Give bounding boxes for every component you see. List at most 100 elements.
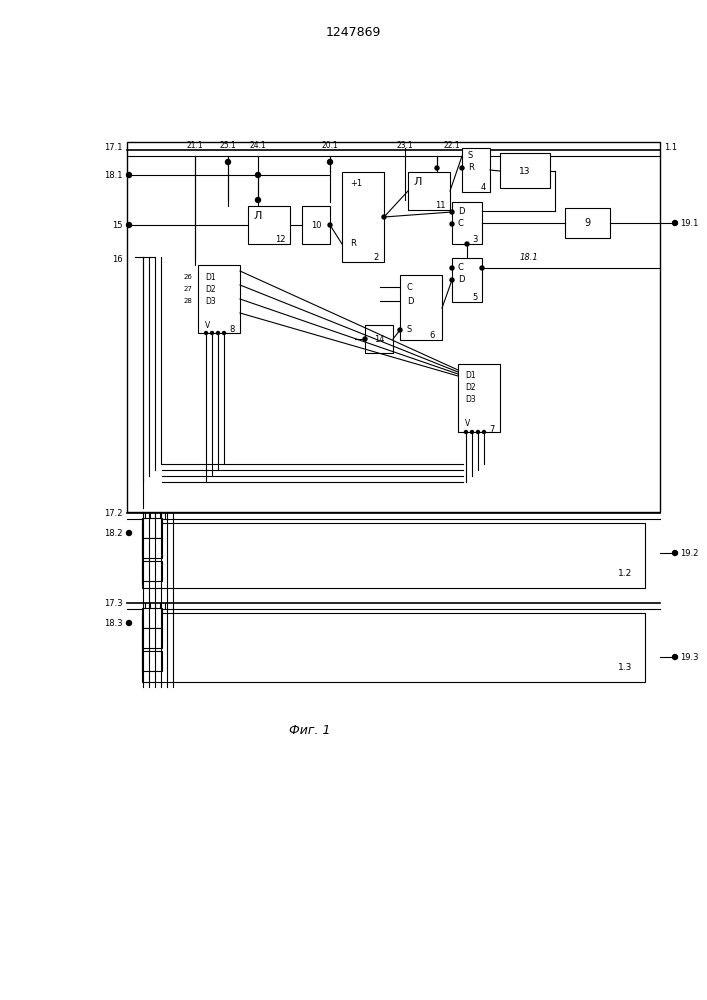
Circle shape (211, 332, 214, 334)
Text: R: R (350, 239, 356, 248)
Text: 9: 9 (584, 218, 590, 228)
Bar (452, 258, 482, 302)
Circle shape (672, 550, 677, 556)
Bar (142, 561, 162, 581)
Text: 18.1: 18.1 (105, 170, 123, 180)
Circle shape (480, 266, 484, 270)
Bar (142, 538, 162, 558)
Bar (198, 265, 240, 333)
Circle shape (450, 278, 454, 282)
Circle shape (465, 242, 469, 246)
Text: 19.1: 19.1 (680, 219, 699, 228)
Text: 8: 8 (229, 326, 235, 334)
Circle shape (216, 332, 219, 334)
Circle shape (223, 332, 226, 334)
Circle shape (328, 223, 332, 227)
Circle shape (450, 266, 454, 270)
Text: 22.1: 22.1 (444, 140, 460, 149)
Text: 6: 6 (429, 332, 435, 340)
Text: V: V (465, 420, 470, 428)
Text: D2: D2 (205, 284, 216, 294)
Text: 17.1: 17.1 (105, 143, 123, 152)
Circle shape (398, 328, 402, 332)
Text: 20.1: 20.1 (322, 140, 339, 149)
Bar (462, 148, 490, 192)
Text: 7: 7 (489, 424, 495, 434)
Text: 26: 26 (183, 274, 192, 280)
Circle shape (464, 430, 467, 434)
Text: +1: +1 (350, 180, 362, 188)
Bar (142, 651, 162, 671)
Text: 18.1: 18.1 (520, 253, 539, 262)
Text: D2: D2 (465, 383, 476, 392)
Text: 12: 12 (275, 235, 285, 244)
Text: 14: 14 (374, 334, 384, 344)
Text: Л: Л (254, 211, 262, 221)
Circle shape (127, 620, 132, 626)
Text: 19.3: 19.3 (680, 652, 699, 662)
Text: 11: 11 (435, 202, 445, 211)
Text: 17.2: 17.2 (105, 508, 123, 518)
Text: 5: 5 (472, 294, 478, 302)
Text: 10: 10 (311, 221, 321, 230)
Bar (365, 325, 393, 353)
Bar (248, 206, 290, 244)
Text: 21.1: 21.1 (187, 140, 204, 149)
Text: D: D (407, 296, 414, 306)
Circle shape (672, 221, 677, 226)
Text: D1: D1 (205, 272, 216, 282)
Text: D1: D1 (465, 371, 476, 380)
Bar (142, 608, 162, 628)
Circle shape (470, 430, 474, 434)
Text: D: D (458, 275, 464, 284)
Bar (565, 208, 610, 238)
Circle shape (127, 223, 132, 228)
Bar (458, 364, 500, 432)
Bar (408, 172, 450, 210)
Text: V: V (205, 320, 210, 330)
Text: 16: 16 (112, 255, 123, 264)
Text: 3: 3 (472, 235, 478, 244)
Bar (342, 172, 384, 262)
Circle shape (435, 166, 439, 170)
Text: C: C (458, 220, 464, 229)
Text: S: S (468, 151, 473, 160)
Bar (500, 153, 550, 188)
Bar (452, 202, 482, 244)
Text: 19.2: 19.2 (680, 548, 699, 558)
Text: Л: Л (414, 177, 422, 187)
Text: 2: 2 (373, 253, 379, 262)
Text: 15: 15 (112, 221, 123, 230)
Bar (142, 523, 645, 588)
Circle shape (226, 159, 230, 164)
Text: D: D (458, 207, 464, 216)
Bar (142, 628, 162, 648)
Bar (302, 206, 330, 244)
Bar (142, 518, 162, 538)
Text: 23.1: 23.1 (397, 140, 414, 149)
Text: C: C (407, 282, 413, 292)
Text: 17.3: 17.3 (105, 598, 123, 607)
Text: S: S (407, 326, 412, 334)
Circle shape (477, 430, 479, 434)
Circle shape (672, 654, 677, 660)
Circle shape (382, 215, 386, 219)
Circle shape (363, 337, 367, 341)
Text: 13: 13 (519, 166, 531, 176)
Text: 1.2: 1.2 (618, 568, 632, 578)
Bar (400, 275, 442, 340)
Text: 18.3: 18.3 (105, 618, 123, 628)
Text: 25.1: 25.1 (220, 140, 236, 149)
Text: 24.1: 24.1 (250, 140, 267, 149)
Text: C: C (458, 262, 464, 271)
Text: R: R (468, 163, 474, 172)
Circle shape (460, 166, 464, 170)
Circle shape (255, 198, 260, 202)
Text: 27: 27 (183, 286, 192, 292)
Bar (127, 142, 660, 512)
Circle shape (327, 159, 332, 164)
Circle shape (204, 332, 207, 334)
Text: Фиг. 1: Фиг. 1 (289, 724, 331, 736)
Text: 28: 28 (183, 298, 192, 304)
Text: 1.1: 1.1 (664, 143, 677, 152)
